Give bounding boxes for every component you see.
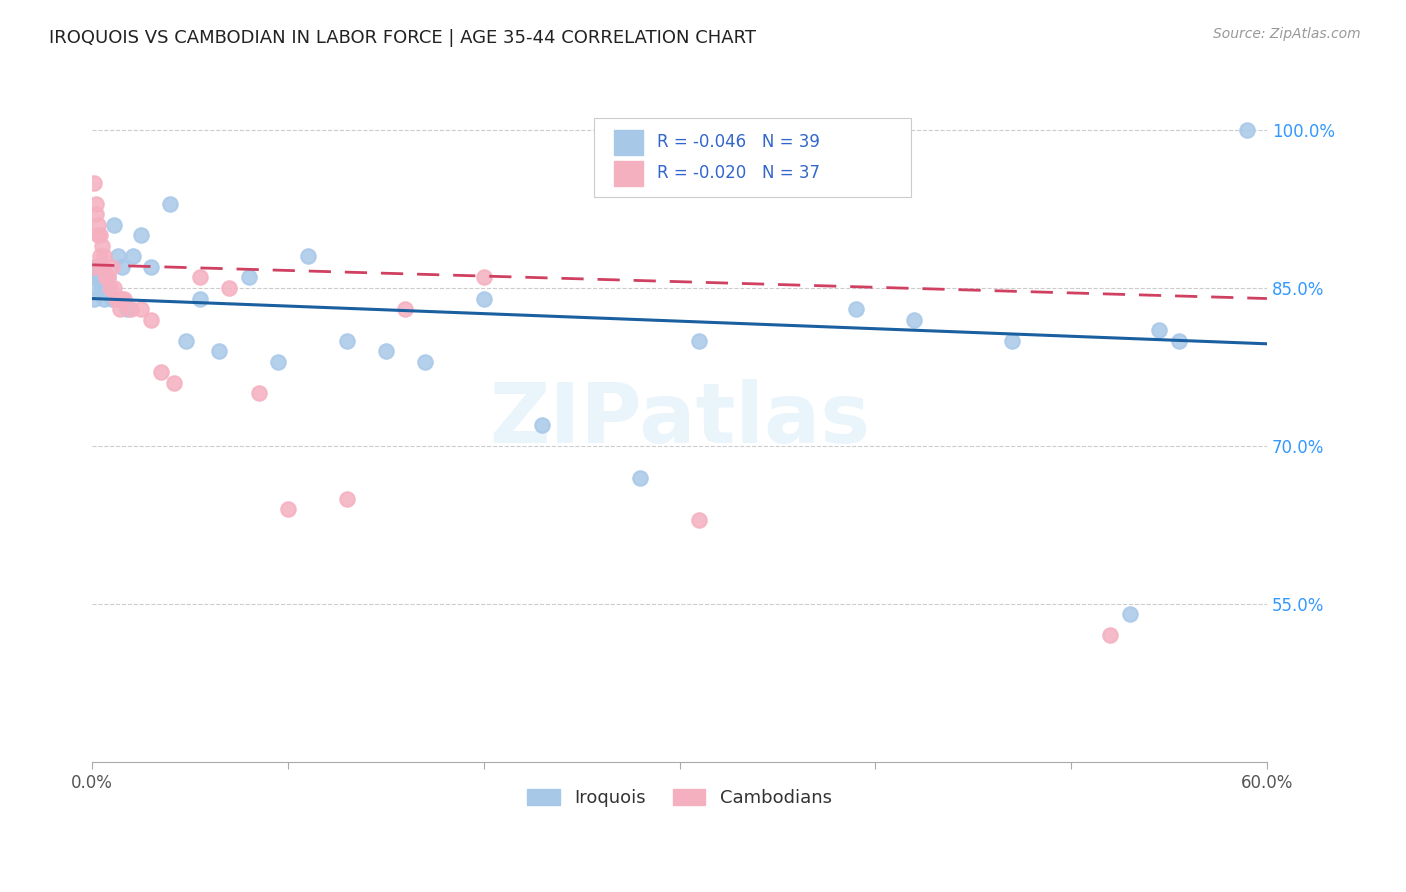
- Point: [149, 365, 172, 379]
- Point: [394, 301, 416, 316]
- Point: [97, 270, 120, 285]
- Point: [87, 218, 110, 232]
- Point: [93, 260, 115, 274]
- Point: [89, 249, 111, 263]
- Point: [1167, 334, 1189, 348]
- Point: [413, 354, 436, 368]
- Point: [91, 281, 114, 295]
- Point: [139, 260, 162, 274]
- Point: [218, 281, 240, 295]
- Point: [247, 386, 270, 401]
- Point: [1236, 123, 1258, 137]
- Bar: [614, 161, 643, 186]
- Point: [159, 196, 181, 211]
- Point: [297, 249, 319, 263]
- Point: [120, 301, 142, 316]
- Point: [107, 292, 129, 306]
- Point: [104, 292, 127, 306]
- Point: [112, 292, 135, 306]
- Point: [103, 218, 125, 232]
- Point: [1119, 607, 1142, 622]
- Point: [628, 470, 651, 484]
- Point: [688, 334, 710, 348]
- Point: [94, 270, 117, 285]
- Point: [903, 312, 925, 326]
- Point: [83, 176, 105, 190]
- Text: R = -0.020   N = 37: R = -0.020 N = 37: [657, 164, 820, 182]
- Legend: Iroquois, Cambodians: Iroquois, Cambodians: [520, 781, 839, 814]
- Point: [188, 270, 211, 285]
- Point: [110, 292, 132, 306]
- Point: [845, 301, 868, 316]
- Point: [94, 281, 117, 295]
- Point: [472, 292, 495, 306]
- Point: [139, 312, 162, 326]
- Point: [174, 334, 197, 348]
- Point: [472, 270, 495, 285]
- Point: [108, 301, 131, 316]
- Point: [100, 260, 122, 274]
- Point: [84, 207, 107, 221]
- Text: R = -0.046   N = 39: R = -0.046 N = 39: [657, 134, 820, 152]
- Point: [188, 292, 211, 306]
- Point: [117, 301, 139, 316]
- Point: [84, 281, 107, 295]
- Point: [98, 281, 121, 295]
- Point: [336, 491, 359, 506]
- Point: [110, 260, 132, 274]
- Point: [267, 354, 290, 368]
- Point: [83, 292, 105, 306]
- Point: [84, 196, 107, 211]
- Point: [1099, 628, 1122, 642]
- Point: [91, 260, 114, 274]
- Text: Source: ZipAtlas.com: Source: ZipAtlas.com: [1213, 27, 1361, 41]
- Point: [277, 502, 299, 516]
- Point: [374, 344, 396, 359]
- Text: IROQUOIS VS CAMBODIAN IN LABOR FORCE | AGE 35-44 CORRELATION CHART: IROQUOIS VS CAMBODIAN IN LABOR FORCE | A…: [49, 29, 756, 46]
- Point: [208, 344, 231, 359]
- Point: [100, 292, 122, 306]
- Point: [129, 228, 152, 243]
- Point: [89, 228, 111, 243]
- Point: [89, 270, 111, 285]
- Point: [122, 249, 145, 263]
- Point: [336, 334, 359, 348]
- Bar: [614, 130, 643, 155]
- Point: [93, 292, 115, 306]
- Point: [163, 376, 186, 390]
- Point: [1001, 334, 1024, 348]
- Point: [688, 513, 710, 527]
- Point: [83, 260, 105, 274]
- Point: [83, 260, 105, 274]
- Point: [238, 270, 260, 285]
- Point: [91, 239, 114, 253]
- Point: [84, 270, 107, 285]
- Point: [103, 281, 125, 295]
- Point: [129, 301, 152, 316]
- Point: [94, 270, 117, 285]
- Point: [107, 249, 129, 263]
- Point: [87, 260, 110, 274]
- Point: [87, 228, 110, 243]
- FancyBboxPatch shape: [593, 119, 911, 197]
- Text: ZIPatlas: ZIPatlas: [489, 379, 870, 460]
- Point: [531, 417, 554, 432]
- Point: [97, 270, 120, 285]
- Point: [1147, 323, 1170, 337]
- Point: [93, 249, 115, 263]
